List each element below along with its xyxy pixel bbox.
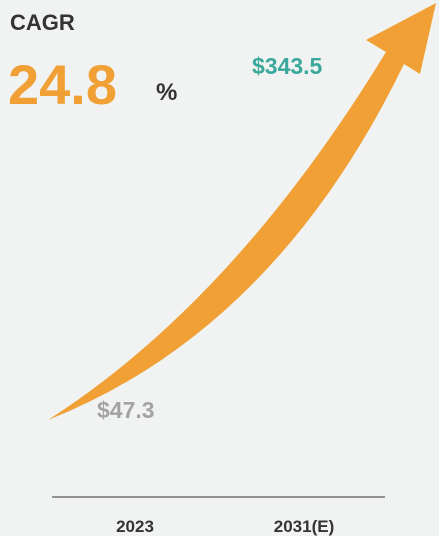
cagr-unit: %	[156, 79, 177, 106]
start-year: 2023	[116, 517, 154, 536]
end-value: $343.5	[252, 53, 323, 79]
cagr-value: 24.8	[8, 53, 117, 116]
growth-arrow	[48, 3, 436, 420]
start-value: $47.3	[97, 397, 155, 423]
end-year: 2031(E)	[274, 517, 334, 536]
cagr-label: CAGR	[10, 10, 75, 35]
